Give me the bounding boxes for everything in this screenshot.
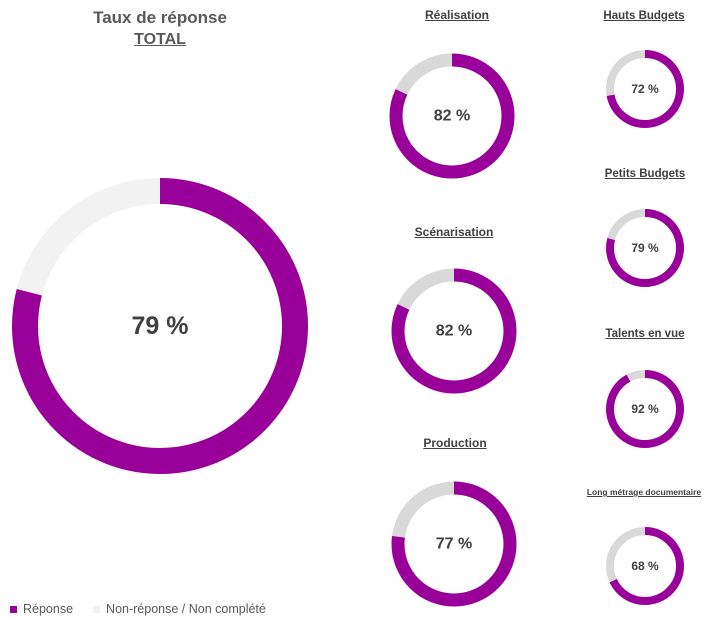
legend-swatch-nonresponse [93, 605, 101, 613]
percent-label: 82 % [436, 323, 472, 340]
percent-label: 68 % [631, 559, 659, 573]
slice-response [606, 50, 684, 128]
legend-swatch-response [10, 605, 17, 613]
slice-response [606, 209, 684, 287]
page-title: Taux de réponse TOTAL [60, 8, 260, 49]
percent-label: 82 % [434, 108, 470, 125]
legend-item-nonresponse: Non-réponse / Non complété [93, 602, 266, 616]
slice-response [606, 370, 684, 448]
caption-production: Production [423, 436, 487, 450]
legend-label-response: Réponse [23, 602, 74, 616]
percent-label: 72 % [631, 82, 659, 96]
title-text: Taux de réponse [93, 8, 227, 27]
donut-long-metrage: 68 % [606, 527, 684, 605]
caption-long-metrage: Long métrage documentaire [586, 487, 702, 497]
caption-petits-budgets: Petits Budgets [604, 168, 686, 180]
slice-response [606, 527, 684, 605]
percent-label: 79 % [631, 241, 659, 255]
percent-label: 92 % [631, 402, 659, 416]
slice-response [12, 178, 308, 474]
donut-petits-budgets: 79 % [606, 209, 684, 287]
donut-talents-en-vue: 92 % [606, 370, 684, 448]
subtitle-text: TOTAL [134, 31, 186, 48]
slice-response [391, 268, 517, 394]
legend-item-response: Réponse [10, 602, 73, 616]
slice-response [391, 481, 517, 607]
slice-response [389, 53, 515, 179]
donut-realisation: 82 % [389, 53, 515, 179]
caption-hauts-budgets: Hauts Budgets [603, 10, 685, 22]
percent-label: 77 % [436, 536, 472, 553]
caption-scenarisation: Scénarisation [414, 225, 494, 239]
donut-total: 79 % [12, 178, 308, 474]
donut-production: 77 % [391, 481, 517, 607]
caption-realisation: Réalisation [424, 8, 490, 22]
percent-label: 79 % [132, 312, 189, 340]
donut-scenarisation: 82 % [391, 268, 517, 394]
legend: Réponse Non-réponse / Non complété [10, 602, 266, 616]
legend-label-nonresponse: Non-réponse / Non complété [106, 602, 266, 616]
donut-hauts-budgets: 72 % [606, 50, 684, 128]
caption-talents-en-vue: Talents en vue [605, 328, 685, 340]
